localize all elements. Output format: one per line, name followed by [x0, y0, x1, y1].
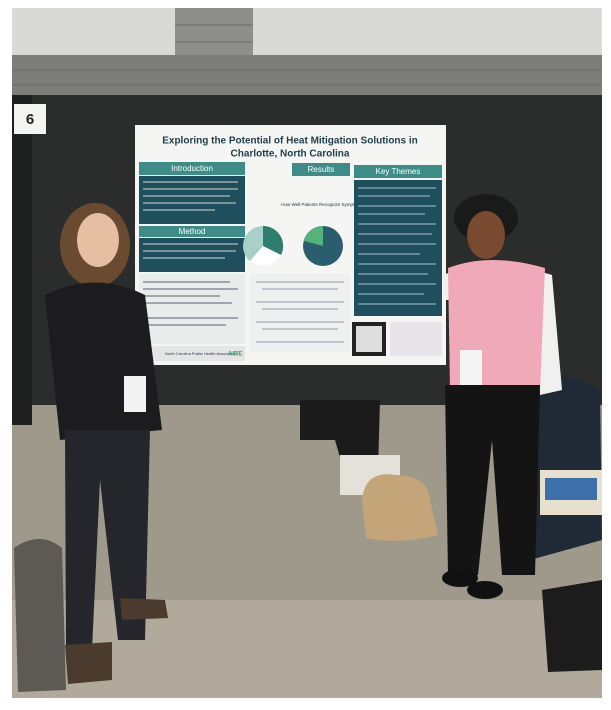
- footer-bar: [139, 346, 245, 361]
- handbag: [362, 474, 438, 541]
- contact-box: [390, 322, 442, 356]
- pie-slice: [250, 246, 281, 266]
- jacket: [45, 282, 162, 440]
- backpack: [14, 539, 66, 692]
- footer-text: North Carolina Public Health Association: [165, 351, 237, 356]
- face: [467, 211, 505, 259]
- text-lines: [143, 281, 238, 326]
- poster-title: Charlotte, North Carolina: [231, 149, 350, 160]
- board-number: 6: [26, 111, 34, 128]
- chart-heading: How Well Patients Recognize Symptoms: [281, 202, 363, 207]
- section-header: [292, 163, 350, 176]
- section-title: Introduction: [171, 164, 213, 173]
- book: [545, 478, 597, 500]
- tote-bag: [542, 580, 602, 672]
- trousers: [65, 430, 150, 650]
- text-block: [139, 274, 245, 344]
- text-lines: [143, 181, 238, 259]
- section-header: [139, 226, 245, 237]
- section-title: Method: [179, 227, 206, 236]
- boot: [120, 598, 168, 620]
- shoe: [467, 581, 503, 599]
- upper-wall: [12, 8, 602, 58]
- section-title: Key Themes: [376, 167, 421, 176]
- pie-slice: [304, 226, 323, 246]
- text-block: [354, 180, 442, 316]
- quote-lines: [256, 281, 344, 343]
- text-block: [139, 238, 245, 272]
- brick-lines: [12, 24, 602, 86]
- text-lines: [358, 187, 436, 305]
- qr-inner: [356, 326, 382, 352]
- section-header: [139, 162, 245, 175]
- shoe: [442, 569, 478, 587]
- chair: [530, 376, 602, 560]
- trousers: [445, 385, 540, 575]
- poster-title: Exploring the Potential of Heat Mitigati…: [162, 136, 418, 147]
- boot: [65, 642, 112, 684]
- quotes: [250, 274, 350, 352]
- number-card: [14, 104, 46, 134]
- logo: AIRE: [228, 352, 242, 358]
- pie-slice: [263, 225, 284, 255]
- face: [77, 213, 119, 267]
- text-block: [139, 176, 245, 224]
- badge: [460, 350, 482, 385]
- board-edge: [12, 95, 32, 425]
- badge: [124, 376, 146, 412]
- section-title: Results: [308, 165, 335, 174]
- brick-band: [12, 55, 602, 100]
- section-header: [354, 165, 442, 178]
